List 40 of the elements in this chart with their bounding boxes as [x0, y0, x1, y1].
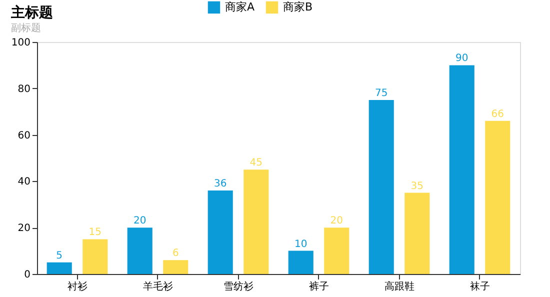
bar: [208, 190, 233, 274]
data-label: 90: [455, 53, 468, 64]
y-tick-label: 60: [18, 130, 30, 142]
bar: [368, 100, 394, 274]
chart-title: 主标题: [10, 4, 53, 21]
data-label: 35: [410, 180, 424, 192]
data-label: 20: [133, 216, 146, 227]
bar: [127, 228, 152, 274]
bar: [324, 228, 350, 274]
data-label: 45: [250, 158, 263, 169]
legend-label: 商家B: [283, 0, 313, 14]
legend-label: 商家A: [225, 0, 255, 14]
bar: [46, 262, 72, 274]
bar: [485, 120, 510, 274]
x-tick-label: 裤子: [308, 280, 329, 292]
x-tick-label: 高跟鞋: [384, 280, 414, 292]
data-label: 6: [172, 248, 179, 260]
bar: [404, 192, 430, 274]
y-tick-label: 80: [18, 84, 30, 95]
bar: [449, 65, 474, 274]
data-label: 36: [214, 178, 227, 190]
data-label: 20: [330, 216, 344, 227]
x-tick-label: 羊毛衫: [142, 280, 173, 292]
y-tick-label: 40: [18, 176, 30, 188]
bar: [288, 250, 314, 274]
bar: [82, 239, 108, 274]
data-label: 75: [374, 88, 388, 99]
bar: [163, 260, 188, 274]
bar: [244, 170, 269, 274]
chart-subtitle: 副标题: [10, 22, 41, 34]
data-label: 66: [491, 108, 504, 120]
y-tick-label: 20: [18, 223, 30, 234]
y-tick-label: 0: [24, 270, 30, 280]
x-tick-label: 衬衫: [67, 280, 88, 292]
y-tick-label: 100: [11, 38, 30, 48]
data-label: 5: [56, 250, 63, 262]
data-label: 10: [294, 238, 308, 250]
data-label: 15: [88, 227, 102, 238]
x-tick-label: 袜子: [470, 280, 490, 292]
x-tick-label: 雪纺衫: [223, 280, 254, 292]
